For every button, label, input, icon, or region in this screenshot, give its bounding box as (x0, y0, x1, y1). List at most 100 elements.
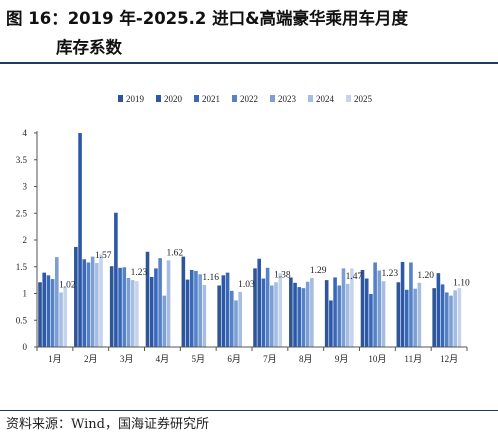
bar-2020-12 (436, 273, 441, 347)
source-note: 资料来源：Wind，国海证券研究所 (6, 417, 209, 432)
bar-2021-8 (297, 287, 302, 347)
data-label: 1.38 (274, 270, 291, 280)
bar-2024-7 (274, 282, 278, 347)
y-tick-label: 4 (23, 128, 28, 138)
bar-2021-9 (333, 277, 337, 347)
legend-swatch-2023 (270, 95, 275, 102)
bar-2019-12 (432, 288, 436, 347)
y-tick-label: 1.5 (16, 262, 28, 272)
bar-2021-12 (440, 284, 445, 347)
bar-2020-8 (293, 282, 297, 347)
data-label: 1.20 (417, 271, 434, 281)
legend-swatch-2019 (118, 95, 123, 102)
bar-2022-7 (265, 267, 270, 347)
x-tick-label: 12月 (440, 354, 458, 364)
bar-2021-11 (404, 289, 409, 347)
bar-2024-12 (453, 290, 457, 347)
legend-label-2024: 2024 (316, 94, 335, 104)
bar-2022-12 (444, 292, 449, 347)
bar-2024-5 (202, 284, 207, 347)
bar-2020-10 (364, 278, 369, 347)
bar-2021-1 (46, 275, 51, 347)
bar-2024-4 (166, 260, 171, 347)
bar-2023-10 (377, 270, 382, 347)
bar-2022-11 (409, 262, 413, 347)
bar-2020-6 (221, 275, 226, 347)
bar-2023-1 (55, 257, 59, 347)
bar-2019-1 (38, 282, 42, 347)
data-label: 1.10 (453, 278, 470, 288)
bar-2022-3 (122, 267, 127, 347)
title-divider (0, 62, 498, 64)
legend-swatch-2020 (156, 95, 161, 102)
y-tick-label: 0 (23, 342, 28, 352)
bar-2023-4 (162, 295, 167, 347)
bar-2022-6 (229, 290, 234, 347)
bar-2019-3 (109, 266, 114, 347)
chart-legend: 2019 2020 2021 2022 2023 2024 2025 (118, 94, 373, 104)
bar-2023-11 (413, 288, 417, 347)
bar-2019-6 (217, 285, 221, 347)
bar-group (38, 133, 462, 347)
bar-chart: 2019 2020 2021 2022 2023 2024 2025 0 0.5 1 1.5 2 2.… (16, 94, 470, 364)
data-label: 1.03 (238, 280, 255, 290)
bar-2022-8 (301, 288, 306, 347)
bar-2024-11 (417, 282, 422, 347)
bar-2019-5 (181, 256, 186, 347)
x-tick-label: 8月 (299, 354, 313, 364)
y-tick-label: 3.5 (16, 155, 28, 165)
data-label: 1.23 (382, 269, 399, 279)
x-tick-label: 10月 (368, 354, 386, 364)
bar-2025-7 (278, 273, 283, 347)
legend-label-2021: 2021 (202, 94, 220, 104)
x-tick-label: 7月 (263, 354, 277, 364)
legend-swatch-2024 (308, 95, 313, 102)
bar-2025-12 (457, 288, 462, 347)
bar-2019-7 (253, 268, 257, 347)
bar-2019-11 (396, 282, 401, 347)
bar-2023-3 (126, 277, 131, 347)
bar-2021-6 (225, 272, 230, 347)
bar-2021-7 (261, 278, 266, 347)
legend-label-2025: 2025 (354, 94, 373, 104)
data-label: 1.57 (95, 251, 112, 261)
bar-2020-7 (257, 258, 262, 347)
chart-axes: 0 0.5 1 1.5 2 2.5 3 3.5 4 1月 2月 3月 4月 5月 6月 7月 8月 9月 10月 11… (16, 128, 468, 364)
data-labels: 1.02 1.57 1.23 1.62 1.16 1.03 1.38 1.29 1.47 1.23… (59, 248, 470, 290)
bar-2024-6 (238, 291, 242, 347)
figure-title: 图 16：2019 年-2025.2 进口&高端豪华乘用车月度 库存系数 (6, 4, 492, 62)
bar-2020-2 (78, 133, 82, 347)
bar-2020-4 (149, 276, 154, 347)
x-tick-label: 11月 (404, 354, 422, 364)
bar-2022-4 (158, 258, 162, 347)
x-tick-label: 9月 (335, 354, 349, 364)
legend-label-2023: 2023 (278, 94, 297, 104)
y-tick-label: 3 (23, 182, 28, 192)
bar-2019-4 (145, 251, 150, 347)
data-label: 1.23 (131, 268, 148, 278)
bar-2024-2 (95, 263, 99, 347)
bar-2022-9 (337, 285, 342, 347)
bar-2024-3 (130, 280, 135, 347)
bar-2021-2 (82, 259, 87, 347)
bar-2024-10 (381, 281, 386, 347)
data-label: 1.29 (310, 266, 327, 276)
bar-2025-3 (135, 281, 139, 347)
bar-2020-1 (42, 272, 47, 347)
y-tick-label: 0.5 (16, 315, 28, 325)
bar-2022-1 (50, 279, 55, 347)
bar-2021-3 (118, 267, 122, 347)
data-label: 1.62 (167, 248, 184, 258)
bar-2025-9 (350, 268, 354, 347)
title-line-2: 库存系数 (56, 38, 122, 57)
legend-swatch-2021 (194, 95, 199, 102)
data-label: 1.16 (202, 273, 219, 283)
x-tick-label: 2月 (84, 354, 98, 364)
bar-2023-6 (234, 300, 238, 347)
bar-2021-5 (189, 269, 194, 347)
bar-2023-8 (305, 281, 310, 347)
bar-2024-8 (310, 277, 314, 347)
bar-2023-12 (449, 295, 453, 347)
data-label: 1.02 (59, 280, 76, 290)
bar-2020-11 (400, 261, 405, 347)
